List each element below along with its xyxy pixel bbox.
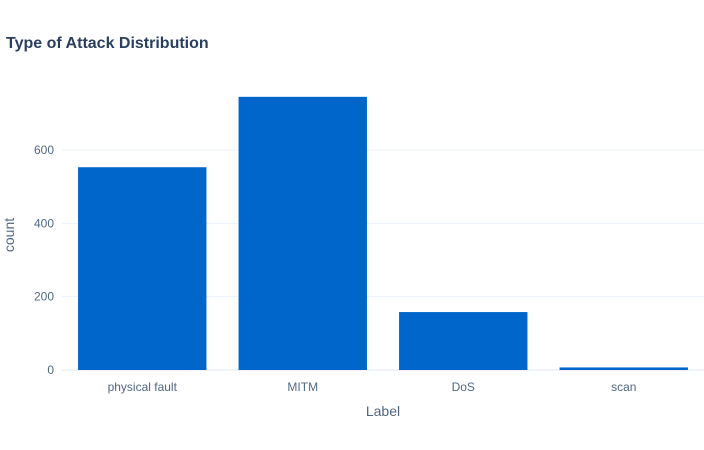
- bar[interactable]: [559, 367, 688, 370]
- bars: [78, 96, 688, 370]
- x-tick-label: scan: [611, 380, 636, 394]
- x-tick-label: MITM: [287, 380, 318, 394]
- x-tick-label: physical fault: [108, 380, 178, 394]
- x-axis-title: Label: [366, 403, 400, 419]
- y-tick-label: 400: [34, 216, 54, 230]
- bar[interactable]: [399, 312, 528, 370]
- y-tick-label: 600: [34, 143, 54, 157]
- x-tick-label: DoS: [452, 380, 475, 394]
- bar[interactable]: [238, 96, 367, 370]
- y-tick-label: 200: [34, 290, 54, 304]
- bar[interactable]: [78, 167, 207, 370]
- y-tick-labels: 0 200 400 600: [34, 143, 54, 377]
- y-tick-label: 0: [47, 363, 54, 377]
- x-tick-labels: physical fault MITM DoS scan: [108, 380, 637, 394]
- y-axis-title: count: [1, 218, 17, 252]
- chart-title: Type of Attack Distribution: [6, 35, 209, 52]
